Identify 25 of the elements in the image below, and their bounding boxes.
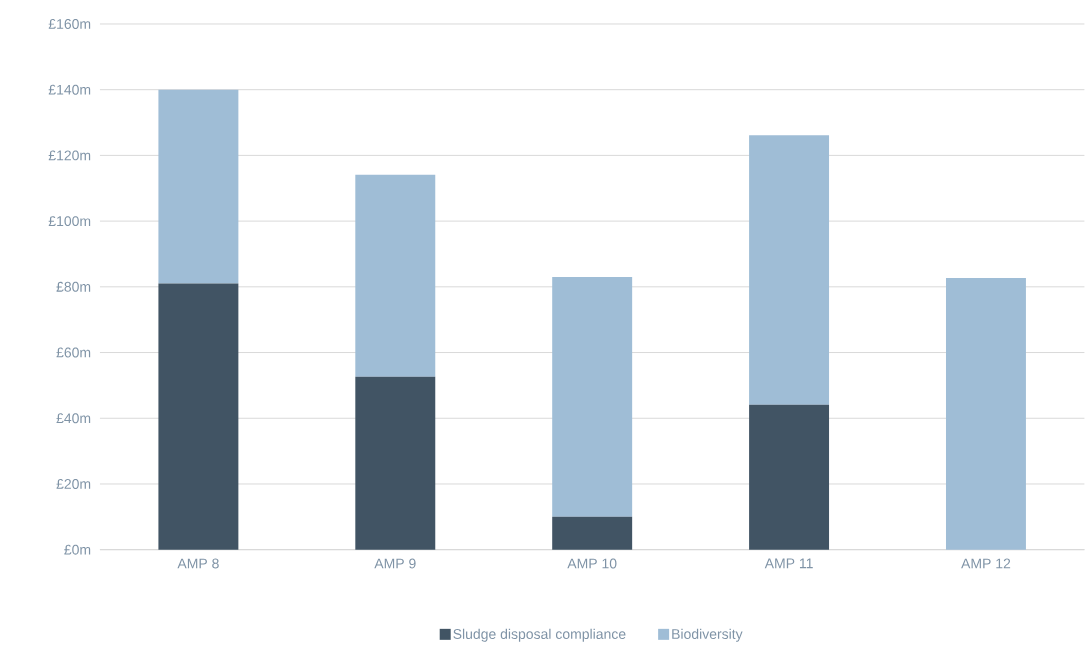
y-tick-label: £100m (48, 216, 91, 227)
bar (158, 89, 239, 284)
bar (552, 277, 633, 518)
bar (552, 517, 633, 550)
x-tick-label: AMP 10 (567, 558, 617, 569)
y-tick-label: £60m (56, 347, 91, 358)
bar (749, 135, 830, 405)
y-tick-label: £160m (48, 19, 91, 30)
y-tick-label: £140m (48, 84, 91, 95)
y-tick-label: £120m (48, 150, 91, 161)
y-tick-label: £80m (56, 282, 91, 292)
bar (945, 278, 1026, 550)
legend-label: Sludge disposal compliance (453, 628, 626, 642)
y-tick-label: £20m (56, 479, 91, 490)
legend-label: Biodiversity (672, 628, 743, 642)
x-tick-label: AMP 9 (374, 558, 416, 569)
x-tick-label: AMP 11 (764, 558, 813, 569)
x-tick-label: AMP 12 (961, 558, 1011, 569)
bar (749, 404, 830, 550)
x-tick-label: AMP 8 (177, 558, 219, 569)
y-tick-label: £40m (56, 413, 91, 424)
bar (355, 174, 436, 378)
y-tick-label: £0m (64, 544, 91, 555)
bar (158, 283, 239, 550)
bar (355, 377, 436, 550)
